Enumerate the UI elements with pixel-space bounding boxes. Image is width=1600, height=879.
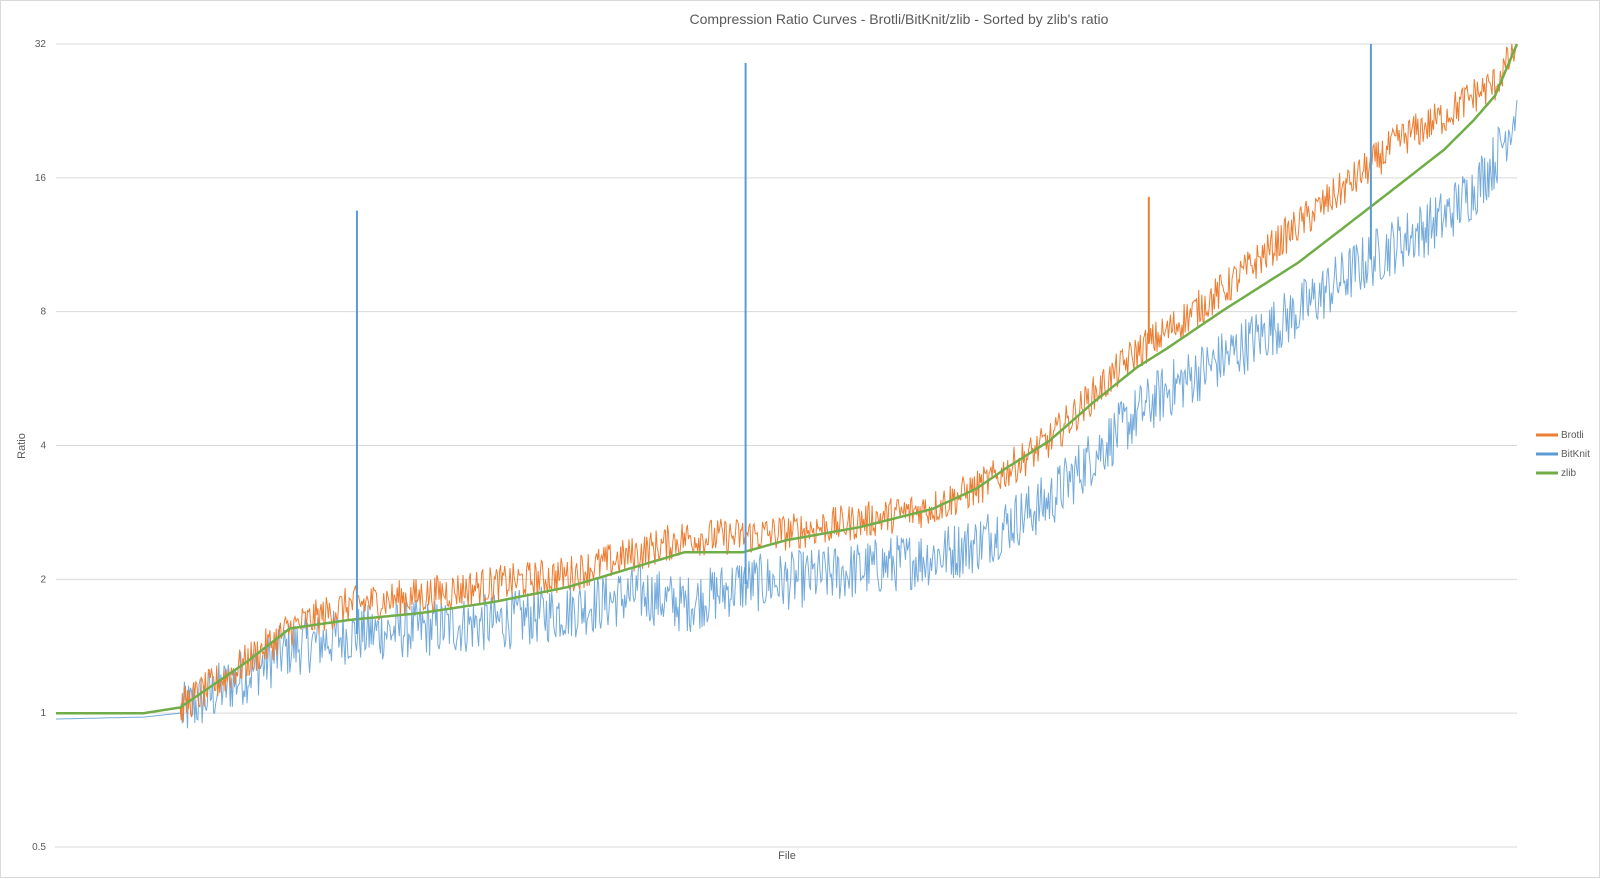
y-tick-label: 0.5 [32, 842, 46, 853]
series-line-zlib [56, 43, 1519, 715]
series-line-bitknit [56, 99, 1518, 729]
legend: Brotli BitKnit zlib [1536, 430, 1590, 479]
y-tick-label: 8 [40, 307, 46, 318]
y-tick-label: 16 [35, 173, 47, 184]
series-lines [56, 43, 1519, 729]
y-axis-ticks: 0.5 1 2 4 8 16 32 [32, 39, 46, 853]
x-axis-title: File [778, 850, 796, 862]
legend-label: BitKnit [1561, 449, 1590, 460]
series-line-brotli [56, 43, 1518, 723]
gridlines [56, 43, 1517, 848]
y-tick-label: 4 [40, 441, 46, 452]
chart-title: Compression Ratio Curves - Brotli/BitKni… [690, 11, 1109, 27]
y-tick-label: 32 [35, 39, 47, 50]
legend-label: Brotli [1561, 430, 1584, 441]
y-tick-label: 2 [40, 574, 46, 585]
y-axis-title: Ratio [16, 433, 28, 459]
legend-label: zlib [1561, 468, 1576, 479]
y-tick-label: 1 [40, 708, 46, 719]
